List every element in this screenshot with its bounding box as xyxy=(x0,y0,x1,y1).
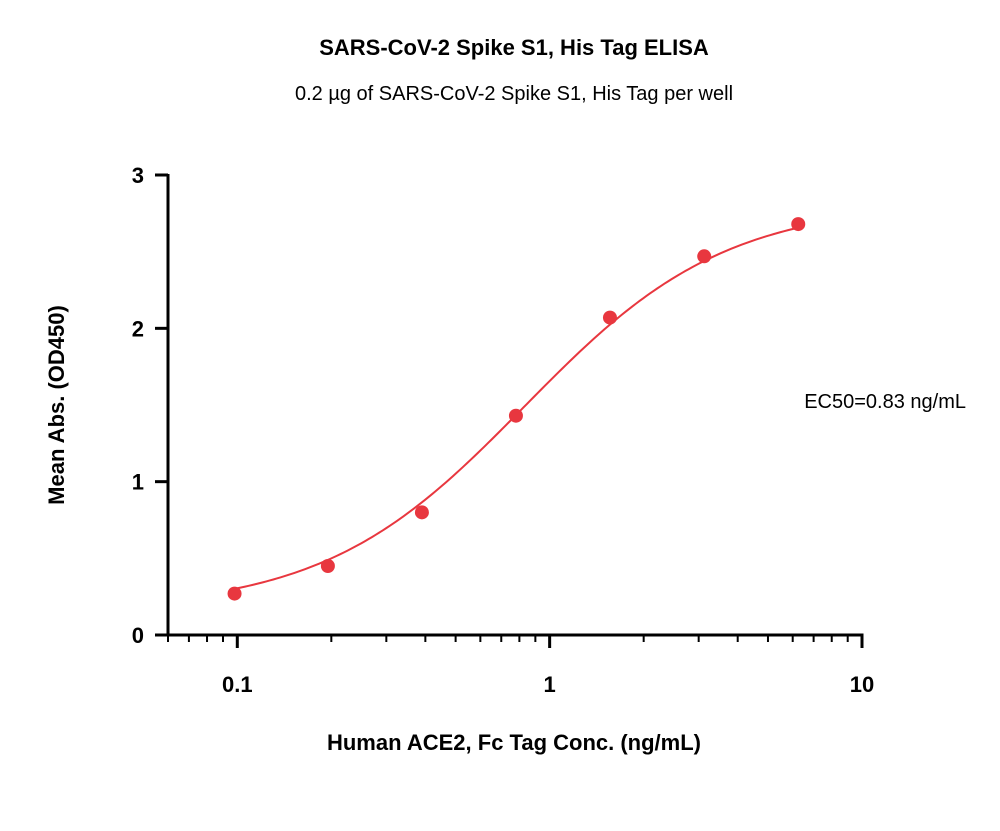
fit-curve-layer xyxy=(234,226,799,590)
y-axis-ticks: 0 1 2 3 xyxy=(132,163,168,648)
data-point xyxy=(697,249,712,264)
y-tick-label: 0 xyxy=(132,623,144,648)
x-tick-label: 0.1 xyxy=(222,672,253,697)
data-point xyxy=(602,310,617,325)
axes xyxy=(166,174,864,637)
data-point xyxy=(227,586,242,601)
y-tick-label: 1 xyxy=(132,470,144,495)
y-axis-label: Mean Abs. (OD450) xyxy=(44,305,69,505)
data-point xyxy=(508,408,523,423)
chart-title: SARS-CoV-2 Spike S1, His Tag ELISA xyxy=(319,35,709,60)
fit-curve xyxy=(234,226,799,590)
data-point xyxy=(320,559,335,573)
x-tick-label: 10 xyxy=(850,672,874,697)
data-point xyxy=(791,217,806,232)
data-point xyxy=(414,505,429,520)
ec50-annotation: EC50=0.83 ng/mL xyxy=(804,391,966,413)
x-axis-label: Human ACE2, Fc Tag Conc. (ng/mL) xyxy=(327,730,701,755)
chart-subtitle: 0.2 µg of SARS-CoV-2 Spike S1, His Tag p… xyxy=(295,83,733,105)
y-tick-label: 3 xyxy=(132,163,144,188)
x-tick-label: 1 xyxy=(544,672,556,697)
x-axis-ticks: 0.1 1 10 xyxy=(167,635,874,697)
data-points-layer xyxy=(227,217,806,601)
y-tick-label: 2 xyxy=(132,316,144,341)
